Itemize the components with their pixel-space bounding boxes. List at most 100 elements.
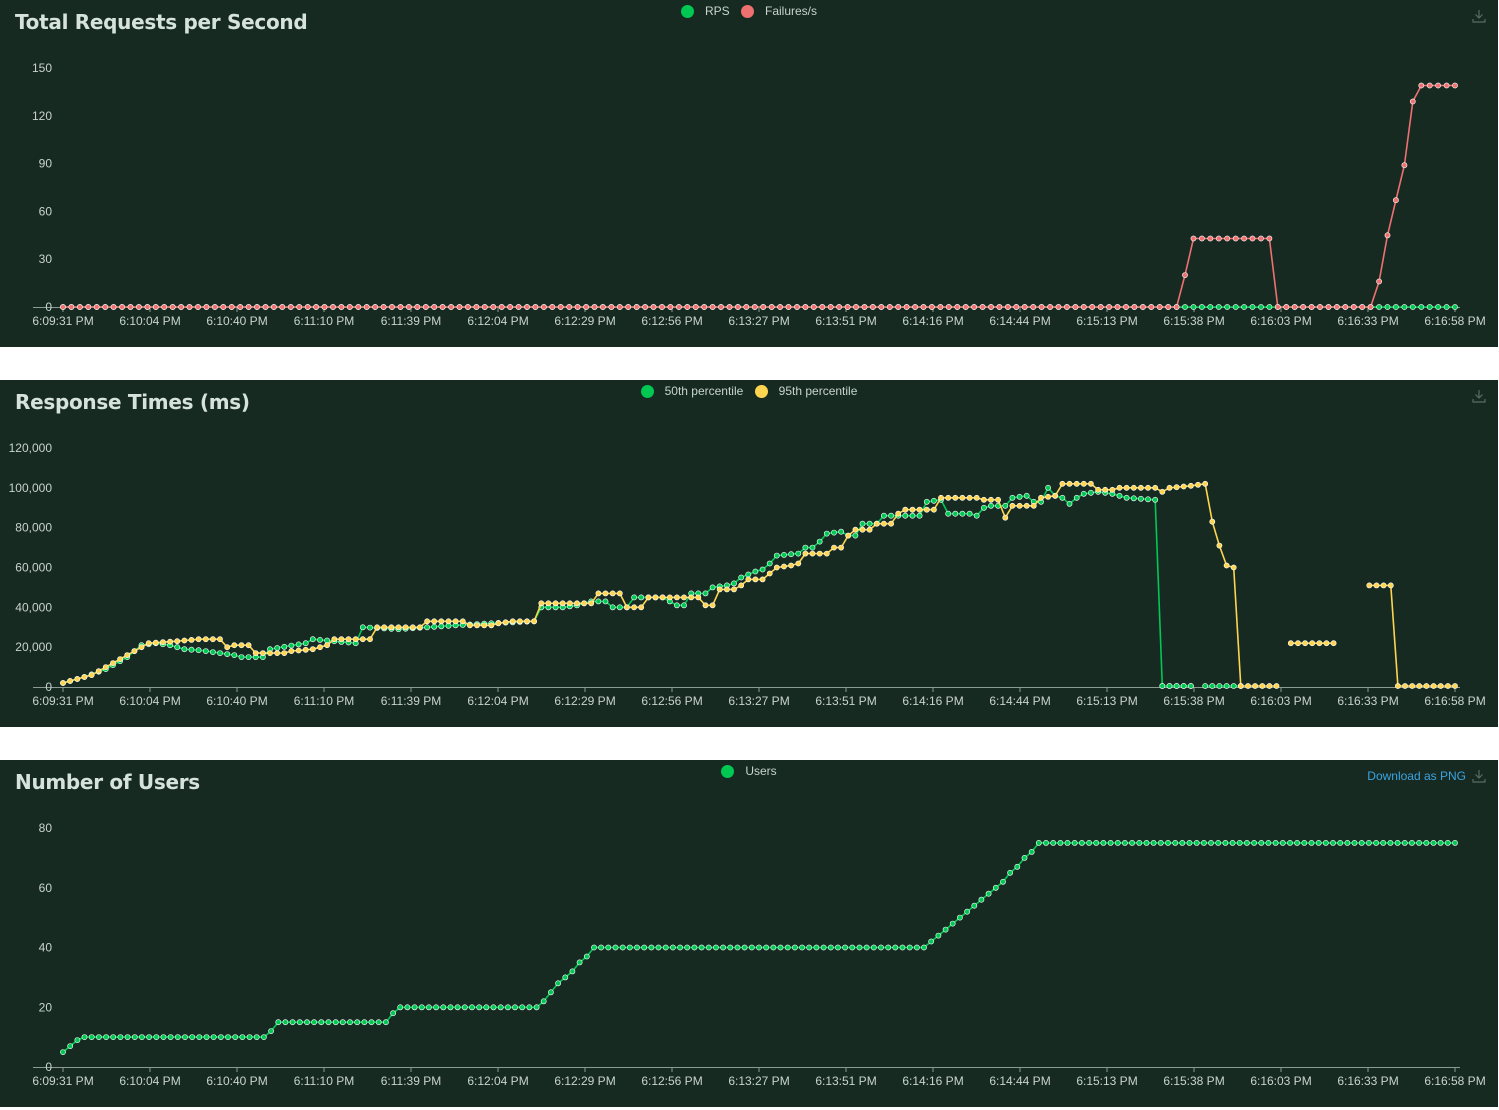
data-point xyxy=(677,944,683,951)
data-point xyxy=(1190,304,1197,310)
x-tick-label: 6:12:56 PM xyxy=(641,1074,702,1088)
data-point xyxy=(1330,840,1336,846)
data-point xyxy=(945,494,952,501)
y-tick-label: 20,000 xyxy=(15,640,52,654)
data-point xyxy=(819,304,826,310)
data-point xyxy=(1394,840,1401,846)
data-point xyxy=(1199,235,1205,242)
data-point xyxy=(691,944,698,951)
data-point xyxy=(1188,683,1194,689)
data-point xyxy=(695,594,702,601)
data-point xyxy=(1437,840,1444,846)
data-point xyxy=(718,304,724,310)
data-point xyxy=(1236,840,1243,846)
legend-item-rps[interactable]: RPS xyxy=(680,4,730,18)
data-point xyxy=(245,642,252,649)
data-point xyxy=(153,1034,160,1040)
data-point xyxy=(209,636,216,643)
data-point xyxy=(1393,304,1399,310)
data-point xyxy=(1100,840,1107,846)
data-point xyxy=(1086,840,1092,846)
data-point xyxy=(1245,683,1251,689)
data-point xyxy=(886,304,893,310)
data-point xyxy=(562,974,569,981)
legend-dot-p95 xyxy=(754,384,768,398)
data-point xyxy=(504,1004,511,1011)
x-tick-label: 6:15:38 PM xyxy=(1163,314,1224,328)
download-button-rps[interactable] xyxy=(1472,9,1486,23)
data-point xyxy=(973,512,980,519)
data-point xyxy=(483,1004,490,1011)
data-point xyxy=(583,304,589,310)
data-point xyxy=(692,304,699,310)
data-point xyxy=(346,304,353,310)
data-point xyxy=(641,944,648,951)
data-point xyxy=(676,304,682,310)
data-point xyxy=(103,1034,109,1040)
data-point xyxy=(1232,235,1239,242)
data-point xyxy=(424,624,430,631)
data-point xyxy=(881,520,887,527)
x-tick-label: 6:11:39 PM xyxy=(381,1074,441,1088)
data-point xyxy=(274,645,281,651)
legend-label-failures: Failures/s xyxy=(765,4,818,18)
data-point xyxy=(1308,304,1315,310)
x-tick-label: 6:16:33 PM xyxy=(1337,1074,1398,1088)
legend-item-users[interactable]: Users xyxy=(721,764,777,778)
data-point xyxy=(792,944,798,951)
data-point xyxy=(67,678,73,684)
data-point xyxy=(914,944,920,951)
data-point xyxy=(1152,484,1159,491)
data-point xyxy=(146,1034,152,1040)
users-chart: 6:09:31 PM 6:10:04 PM 6:10:40 PM 6:11:10 PM… xyxy=(32,821,1485,1088)
data-point xyxy=(433,1004,439,1011)
download-button-users[interactable]: Download as PNG xyxy=(1367,769,1486,783)
data-point xyxy=(1007,869,1013,876)
legend-item-p95[interactable]: 95th percentile xyxy=(754,384,857,398)
data-point xyxy=(853,304,859,310)
data-point xyxy=(186,304,193,310)
data-point xyxy=(1123,304,1129,310)
data-point xyxy=(962,304,969,310)
data-point xyxy=(124,652,131,658)
x-tick-label: 6:13:51 PM xyxy=(815,314,876,328)
data-point xyxy=(160,1034,167,1040)
data-point xyxy=(788,551,794,558)
download-button-response-times[interactable] xyxy=(1472,389,1486,403)
data-point xyxy=(188,636,195,643)
data-point xyxy=(1095,486,1101,493)
data-point xyxy=(773,564,780,571)
data-point xyxy=(1116,484,1123,491)
data-point xyxy=(409,624,416,631)
x-tick-label: 6:10:40 PM xyxy=(206,694,267,708)
data-point xyxy=(1123,494,1130,501)
data-point xyxy=(259,650,266,656)
data-point xyxy=(1013,304,1020,310)
data-point xyxy=(981,496,987,503)
legend-item-failures[interactable]: Failures/s xyxy=(741,4,817,18)
data-point xyxy=(591,304,598,310)
download-as-png-link[interactable]: Download as PNG xyxy=(1367,769,1466,783)
legend-item-p50[interactable]: 50th percentile xyxy=(640,384,743,398)
data-point xyxy=(1216,542,1223,549)
data-point xyxy=(720,944,726,951)
data-point xyxy=(481,622,488,629)
data-point xyxy=(464,304,471,310)
data-point xyxy=(781,551,787,558)
data-point xyxy=(795,550,802,557)
data-point xyxy=(1071,840,1078,846)
data-point xyxy=(246,1034,253,1040)
data-point xyxy=(667,304,674,310)
data-point xyxy=(1423,840,1430,846)
data-point xyxy=(1165,304,1172,310)
data-point xyxy=(252,650,259,656)
data-point xyxy=(881,512,887,519)
data-point xyxy=(920,304,927,310)
data-point xyxy=(1317,304,1323,310)
data-point xyxy=(490,304,497,310)
data-point xyxy=(1066,480,1073,487)
data-point xyxy=(895,304,902,310)
y-tick-label: 0 xyxy=(45,680,52,694)
y-tick-label: 40,000 xyxy=(15,600,52,614)
data-point xyxy=(842,944,848,951)
